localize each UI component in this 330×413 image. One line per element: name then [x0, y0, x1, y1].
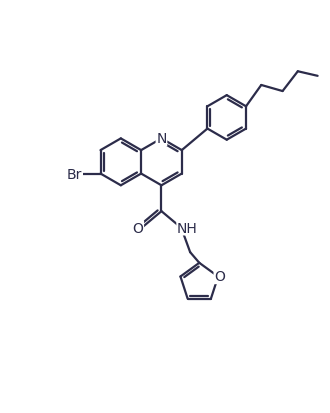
Text: NH: NH	[177, 221, 198, 235]
Text: O: O	[133, 221, 144, 235]
Text: Br: Br	[67, 167, 82, 181]
Text: N: N	[156, 132, 167, 146]
Text: O: O	[214, 270, 225, 284]
